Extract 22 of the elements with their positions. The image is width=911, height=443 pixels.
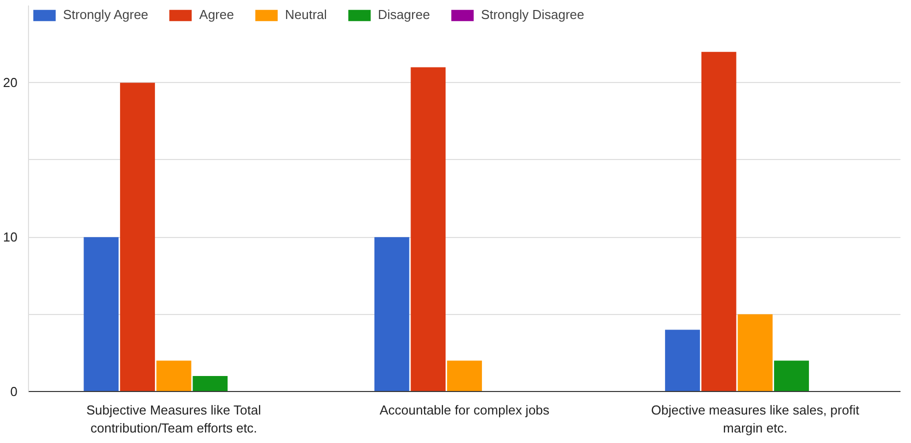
y-tick-label: 0 xyxy=(10,384,18,399)
bar xyxy=(120,82,155,392)
bar xyxy=(738,314,773,392)
bar xyxy=(447,360,482,392)
legend-label: Disagree xyxy=(378,7,430,22)
legend-label: Strongly Agree xyxy=(63,7,148,22)
bar xyxy=(374,237,410,392)
bar xyxy=(84,237,119,392)
y-tick-label: 20 xyxy=(3,75,18,90)
x-tick-label: Objective measures like sales, profit margin etc. xyxy=(651,402,860,436)
legend-label: Agree xyxy=(199,7,234,22)
bar xyxy=(192,376,228,392)
y-tick-label: 10 xyxy=(3,230,18,245)
bar xyxy=(665,330,700,392)
x-tick-label: Subjective Measures like Total contribution/Team efforts etc. xyxy=(86,402,262,436)
legend-label: Neutral xyxy=(284,7,327,22)
bar xyxy=(156,360,192,392)
legend-label: Strongly Disagree xyxy=(480,7,584,22)
bar xyxy=(774,360,809,392)
bar xyxy=(701,52,736,392)
bar xyxy=(410,67,446,392)
x-tick-label: Accountable for complex jobs xyxy=(380,402,550,418)
